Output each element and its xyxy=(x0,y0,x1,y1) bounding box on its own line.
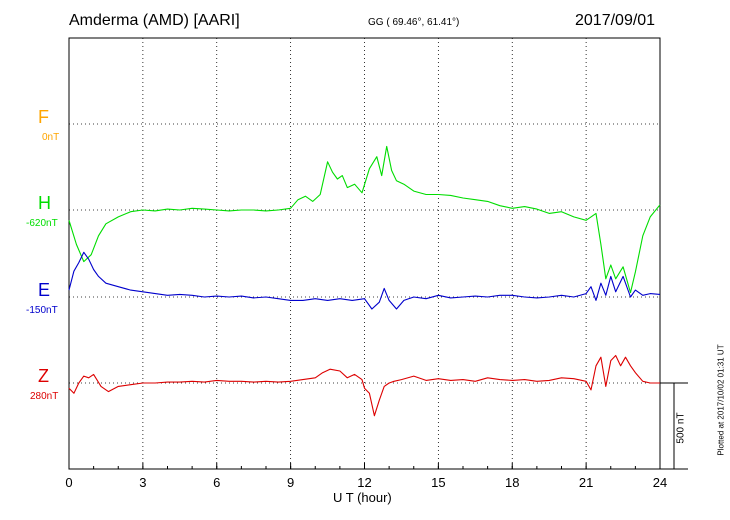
baseline-E: -150nT xyxy=(26,305,58,316)
series-E-line xyxy=(68,251,661,310)
label-F: F xyxy=(38,107,49,127)
label-Z: Z xyxy=(38,366,49,386)
x-tick-label-0: 0 xyxy=(65,475,72,490)
x-tick-label-6: 6 xyxy=(213,475,220,490)
x-tick-label-9: 9 xyxy=(287,475,294,490)
plotted-timestamp: Plotted at 2017/10/02 01:31 UT xyxy=(716,344,726,456)
geographic-coords: GG ( 69.46°, 61.41°) xyxy=(368,17,460,28)
x-tick-label-12: 12 xyxy=(357,475,371,490)
baseline-F: 0nT xyxy=(42,132,60,143)
label-E: E xyxy=(38,280,51,300)
x-tick-label-21: 21 xyxy=(579,475,593,490)
series-H-line xyxy=(68,145,661,294)
x-tick-label-18: 18 xyxy=(505,475,519,490)
station-title: Amderma (AMD) [AARI] xyxy=(69,12,240,29)
baseline-Z: 280nT xyxy=(30,391,59,402)
x-tick-label-3: 3 xyxy=(139,475,146,490)
scale-bar-label: 500 nT xyxy=(675,412,687,444)
x-axis-label: U T (hour) xyxy=(333,490,392,505)
x-tick-label-24: 24 xyxy=(653,475,667,490)
date-label: 2017/09/01 xyxy=(575,12,656,29)
label-H: H xyxy=(38,193,51,213)
series-Z-line xyxy=(68,354,660,417)
baseline-H: -620nT xyxy=(26,218,58,229)
x-tick-label-15: 15 xyxy=(431,475,445,490)
